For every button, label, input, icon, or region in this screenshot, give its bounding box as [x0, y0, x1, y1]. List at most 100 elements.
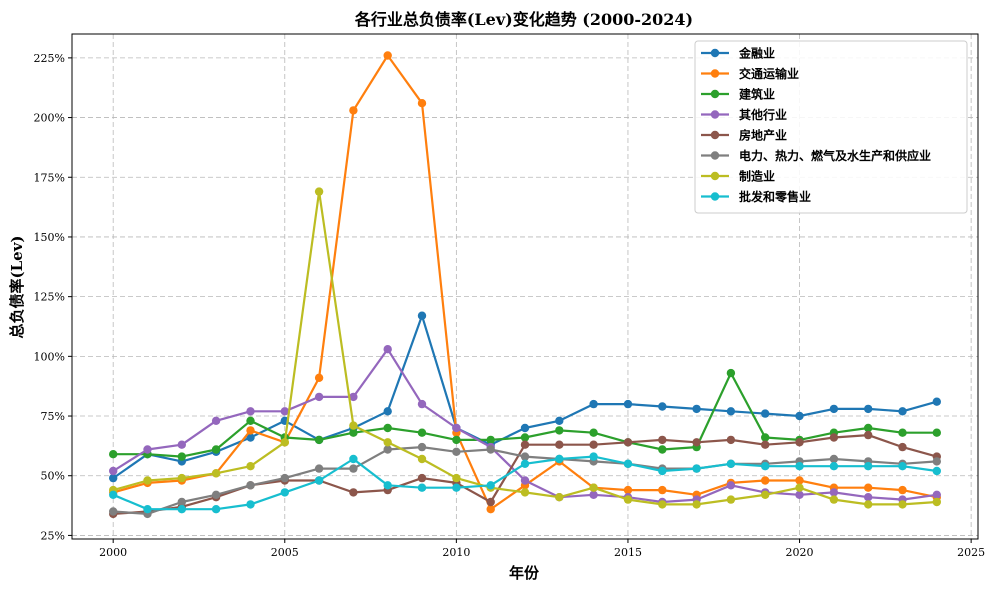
- data-point: [280, 407, 289, 416]
- data-point: [109, 507, 118, 516]
- data-point: [829, 488, 839, 497]
- data-point: [246, 426, 255, 435]
- data-point: [383, 423, 392, 433]
- data-point: [452, 423, 461, 433]
- data-point: [761, 490, 770, 499]
- data-point: [623, 485, 633, 495]
- legend-item: 交通运输业: [701, 66, 799, 81]
- data-point: [452, 473, 461, 483]
- data-point: [211, 445, 221, 454]
- x-tick-label: 2005: [271, 546, 299, 559]
- data-point: [417, 99, 427, 108]
- legend-item: 批发和零售业: [701, 189, 811, 204]
- data-point: [349, 488, 358, 497]
- data-point: [795, 476, 804, 485]
- data-point: [109, 490, 118, 499]
- data-point: [829, 433, 839, 442]
- data-point: [211, 490, 221, 499]
- data-point: [383, 445, 392, 454]
- data-point: [898, 485, 907, 495]
- data-point: [864, 462, 873, 471]
- data-point: [761, 409, 770, 418]
- data-point: [486, 445, 495, 454]
- data-point: [109, 466, 118, 476]
- legend-swatch-marker: [710, 89, 720, 99]
- data-point: [829, 454, 839, 464]
- legend-swatch-marker: [710, 48, 720, 58]
- plot-area-frame: [71, 33, 979, 540]
- data-point: [829, 404, 839, 414]
- data-point: [383, 438, 392, 447]
- series-group: [109, 187, 941, 509]
- data-point: [177, 497, 186, 507]
- series-group: [109, 452, 941, 514]
- y-tick-label: 100%: [34, 350, 65, 363]
- data-point: [383, 407, 392, 416]
- data-point: [932, 457, 941, 466]
- data-point: [177, 505, 186, 514]
- data-point: [520, 440, 530, 449]
- legend-swatch-marker: [710, 130, 720, 140]
- legend-label: 其他行业: [739, 107, 787, 122]
- data-point: [417, 483, 427, 492]
- data-point: [589, 399, 598, 409]
- chart-title: 各行业总负债率(Lev)变化趋势 (2000-2024): [354, 10, 693, 29]
- legend-label: 金融业: [738, 46, 775, 61]
- data-point: [829, 495, 839, 504]
- data-point: [417, 473, 427, 483]
- data-point: [383, 51, 392, 60]
- legend-item: 金融业: [701, 46, 775, 61]
- legend: 金融业交通运输业建筑业其他行业房地产业电力、热力、燃气及水生产和供应业制造业批发…: [694, 40, 968, 214]
- data-point: [417, 454, 427, 464]
- data-point: [280, 438, 289, 447]
- x-axis-ticks: 2000 2005 2010 2015 2020 2025: [99, 539, 985, 559]
- data-point: [211, 469, 221, 478]
- data-point: [109, 473, 118, 483]
- data-point: [555, 426, 564, 435]
- data-point: [589, 428, 598, 437]
- x-axis-label: 年份: [509, 564, 540, 582]
- data-point: [349, 106, 358, 115]
- data-point: [211, 416, 221, 425]
- data-point: [314, 435, 324, 445]
- data-point: [452, 483, 461, 492]
- data-point: [932, 466, 941, 476]
- y-tick-label: 200%: [34, 112, 65, 125]
- data-point: [658, 500, 667, 509]
- legend-label: 批发和零售业: [739, 189, 811, 204]
- data-point: [692, 464, 701, 473]
- data-point: [280, 473, 289, 483]
- data-point: [417, 428, 427, 437]
- x-tick-label: 2000: [99, 546, 127, 559]
- data-point: [520, 433, 530, 442]
- data-point: [761, 433, 770, 442]
- data-point: [658, 445, 667, 454]
- data-point: [658, 466, 667, 476]
- data-point: [177, 452, 186, 461]
- y-tick-label: 50%: [41, 470, 65, 483]
- data-point: [383, 345, 392, 354]
- data-point: [109, 450, 118, 459]
- data-point: [520, 476, 530, 485]
- data-point: [314, 373, 324, 382]
- data-point: [589, 483, 598, 492]
- data-point: [898, 442, 907, 452]
- data-point: [864, 483, 873, 492]
- data-point: [932, 497, 941, 507]
- data-point: [246, 462, 255, 471]
- data-point: [795, 411, 804, 421]
- data-point: [452, 447, 461, 456]
- data-point: [349, 421, 358, 430]
- data-point: [692, 404, 701, 414]
- x-tick-label: 2025: [957, 546, 985, 559]
- data-point: [829, 462, 839, 471]
- legend-label: 建筑业: [738, 87, 775, 102]
- data-point: [314, 476, 324, 485]
- data-point: [932, 428, 941, 437]
- data-point: [246, 407, 255, 416]
- data-point: [898, 407, 907, 416]
- data-point: [246, 416, 255, 425]
- data-point: [726, 459, 736, 468]
- data-point: [726, 481, 736, 490]
- series-group: [109, 345, 941, 507]
